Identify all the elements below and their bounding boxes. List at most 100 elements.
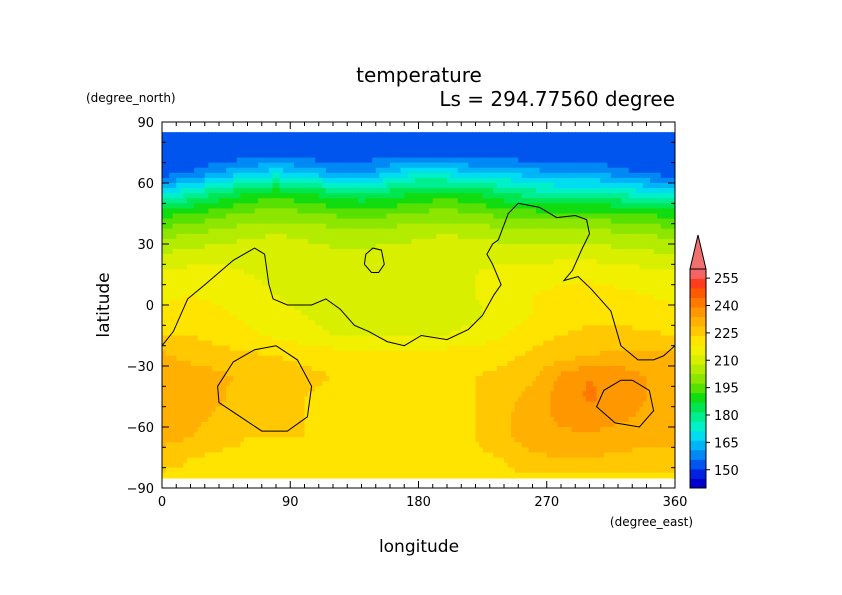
- field-cell: [486, 183, 491, 189]
- field-cell: [525, 198, 530, 205]
- field-cell: [169, 147, 174, 154]
- field-cell: [468, 147, 473, 154]
- field-cell: [628, 152, 633, 159]
- field-cell: [176, 177, 181, 184]
- field-cell: [354, 147, 359, 154]
- field-cell: [429, 198, 434, 205]
- field-cell: [308, 172, 313, 179]
- field-cell: [279, 172, 284, 179]
- field-cell: [229, 198, 234, 205]
- field-cell: [525, 132, 530, 138]
- field-cell: [190, 177, 195, 184]
- field-cell: [539, 147, 544, 154]
- field-cell: [272, 137, 277, 144]
- field-cell: [468, 132, 473, 138]
- field-cell: [390, 132, 395, 138]
- field-cell: [528, 172, 534, 179]
- field-cell: [621, 137, 626, 144]
- field-cell: [350, 137, 356, 144]
- field-cell: [194, 147, 199, 154]
- field-cell: [575, 172, 580, 179]
- field-cell: [400, 172, 405, 179]
- field-cell: [479, 172, 484, 179]
- field-cell: [625, 147, 630, 154]
- field-cell: [614, 147, 619, 154]
- field-cell: [404, 152, 409, 159]
- field-cell: [236, 157, 242, 164]
- field-cell: [211, 137, 217, 144]
- field-cell: [300, 167, 306, 174]
- field-cell: [357, 142, 363, 149]
- field-cell: [261, 203, 267, 210]
- field-cell: [379, 157, 384, 164]
- field-cell: [390, 193, 395, 199]
- field-cell: [664, 198, 669, 205]
- field-cell: [539, 152, 544, 159]
- field-cell: [290, 198, 295, 205]
- field-cell: [482, 198, 487, 205]
- field-cell: [614, 198, 619, 205]
- field-cell: [429, 147, 434, 154]
- field-cell: [258, 167, 263, 174]
- field-cell: [300, 183, 306, 189]
- field-cell: [411, 172, 416, 179]
- field-cell: [265, 162, 270, 169]
- field-cell: [418, 137, 423, 144]
- field-cell: [162, 142, 167, 149]
- field-cell: [610, 147, 616, 154]
- field-cell: [265, 137, 270, 144]
- field-cell: [610, 137, 616, 144]
- field-cell: [603, 193, 609, 199]
- field-cell: [525, 152, 530, 159]
- field-cell: [347, 147, 352, 154]
- field-cell: [564, 193, 569, 199]
- field-cell: [543, 152, 548, 159]
- field-cell: [318, 193, 324, 199]
- field-cell: [343, 167, 348, 174]
- field-cell: [404, 137, 409, 144]
- field-cell: [607, 157, 612, 164]
- field-cell: [382, 172, 388, 179]
- field-cell: [607, 147, 612, 154]
- field-cell: [450, 193, 455, 199]
- field-cell: [493, 142, 498, 149]
- field-cell: [660, 142, 666, 149]
- field-cell: [226, 137, 231, 144]
- field-cell: [254, 172, 259, 179]
- field-cell: [340, 157, 345, 164]
- field-cell: [536, 177, 541, 184]
- field-cell: [343, 177, 348, 184]
- field-cell: [357, 147, 363, 154]
- field-cell: [272, 198, 277, 205]
- field-cell: [179, 198, 185, 205]
- field-cell: [432, 188, 438, 194]
- field-cell: [447, 152, 452, 159]
- field-cell: [468, 183, 473, 189]
- field-cell: [454, 198, 459, 205]
- field-cell: [386, 132, 391, 138]
- field-cell: [315, 193, 320, 199]
- field-cell: [578, 167, 584, 174]
- field-cell: [525, 157, 530, 164]
- field-cell: [496, 132, 502, 138]
- field-cell: [169, 177, 174, 184]
- field-cell: [596, 193, 601, 199]
- field-cell: [311, 162, 316, 169]
- field-cell: [639, 167, 644, 174]
- field-cell: [169, 198, 174, 205]
- field-cell: [500, 137, 505, 144]
- field-cell: [407, 198, 413, 205]
- field-cell: [208, 203, 213, 210]
- field-cell: [194, 203, 199, 210]
- field-cell: [315, 167, 320, 174]
- field-cell: [546, 183, 552, 189]
- field-cell: [172, 142, 177, 149]
- field-cell: [582, 188, 587, 194]
- field-cell: [329, 198, 334, 205]
- field-cell: [439, 188, 445, 194]
- field-cell: [276, 183, 281, 189]
- field-cell: [557, 157, 562, 164]
- field-cell: [447, 162, 452, 169]
- field-cell: [578, 188, 584, 194]
- field-cell: [618, 152, 623, 159]
